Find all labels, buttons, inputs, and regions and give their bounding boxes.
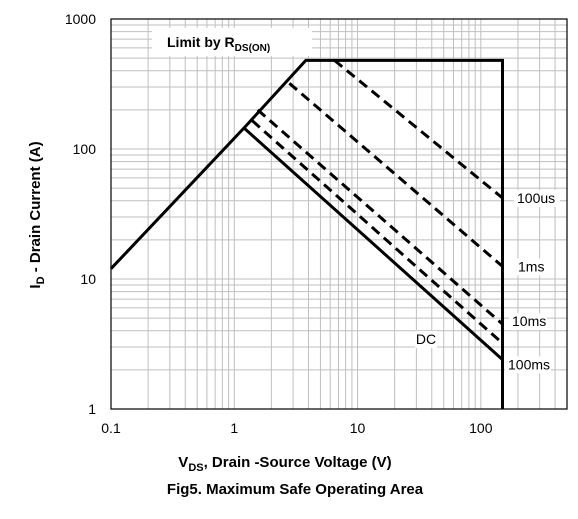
soa-boundary-line xyxy=(109,58,504,409)
series-line-100us xyxy=(333,59,504,200)
y-tick-label: 1000 xyxy=(65,11,96,27)
series-label-background xyxy=(515,258,545,276)
series-line-100ms xyxy=(251,119,504,345)
series-layer xyxy=(109,58,504,409)
x-tick-label: 10 xyxy=(350,420,366,436)
series-label-10ms: 10ms xyxy=(512,313,546,329)
grid-lines xyxy=(111,19,567,409)
series-label-background xyxy=(415,331,437,348)
x-axis-title: VDS, Drain -Source Voltage (V) xyxy=(178,454,391,474)
series-label-background xyxy=(509,313,547,331)
series-line-10ms xyxy=(256,108,504,326)
plot-area-frame xyxy=(110,18,568,410)
chart-caption: Fig5. Maximum Safe Operating Area xyxy=(167,481,424,498)
annotation-text: Limit by RDS(ON) xyxy=(167,34,270,54)
series-label-1ms: 1ms xyxy=(518,258,544,274)
series-label-background xyxy=(505,356,551,374)
series-label-background xyxy=(514,189,560,207)
series-line-dc xyxy=(242,126,504,361)
annotation-background xyxy=(152,28,312,56)
series-label-100us: 100us xyxy=(517,190,555,206)
y-tick-label: 1 xyxy=(88,401,96,417)
x-tick-label: 0.1 xyxy=(101,420,121,436)
series-line-1ms xyxy=(288,82,504,268)
annotation-box: Limit by RDS(ON) xyxy=(152,28,312,56)
y-tick-label: 10 xyxy=(80,271,96,287)
y-tick-label: 100 xyxy=(73,141,97,157)
x-tick-label: 1 xyxy=(230,420,238,436)
x-tick-label: 100 xyxy=(469,420,493,436)
x-axis-ticks: 0.1 1 10 100 xyxy=(101,420,492,436)
series-labels: 100us 1ms 10ms 100ms DC xyxy=(415,189,560,374)
y-axis-ticks: 1 10 100 1000 xyxy=(65,11,96,417)
series-label-100ms: 100ms xyxy=(508,356,550,372)
series-label-dc: DC xyxy=(416,331,436,347)
y-axis-title: ID - Drain Current (A) xyxy=(27,141,47,288)
